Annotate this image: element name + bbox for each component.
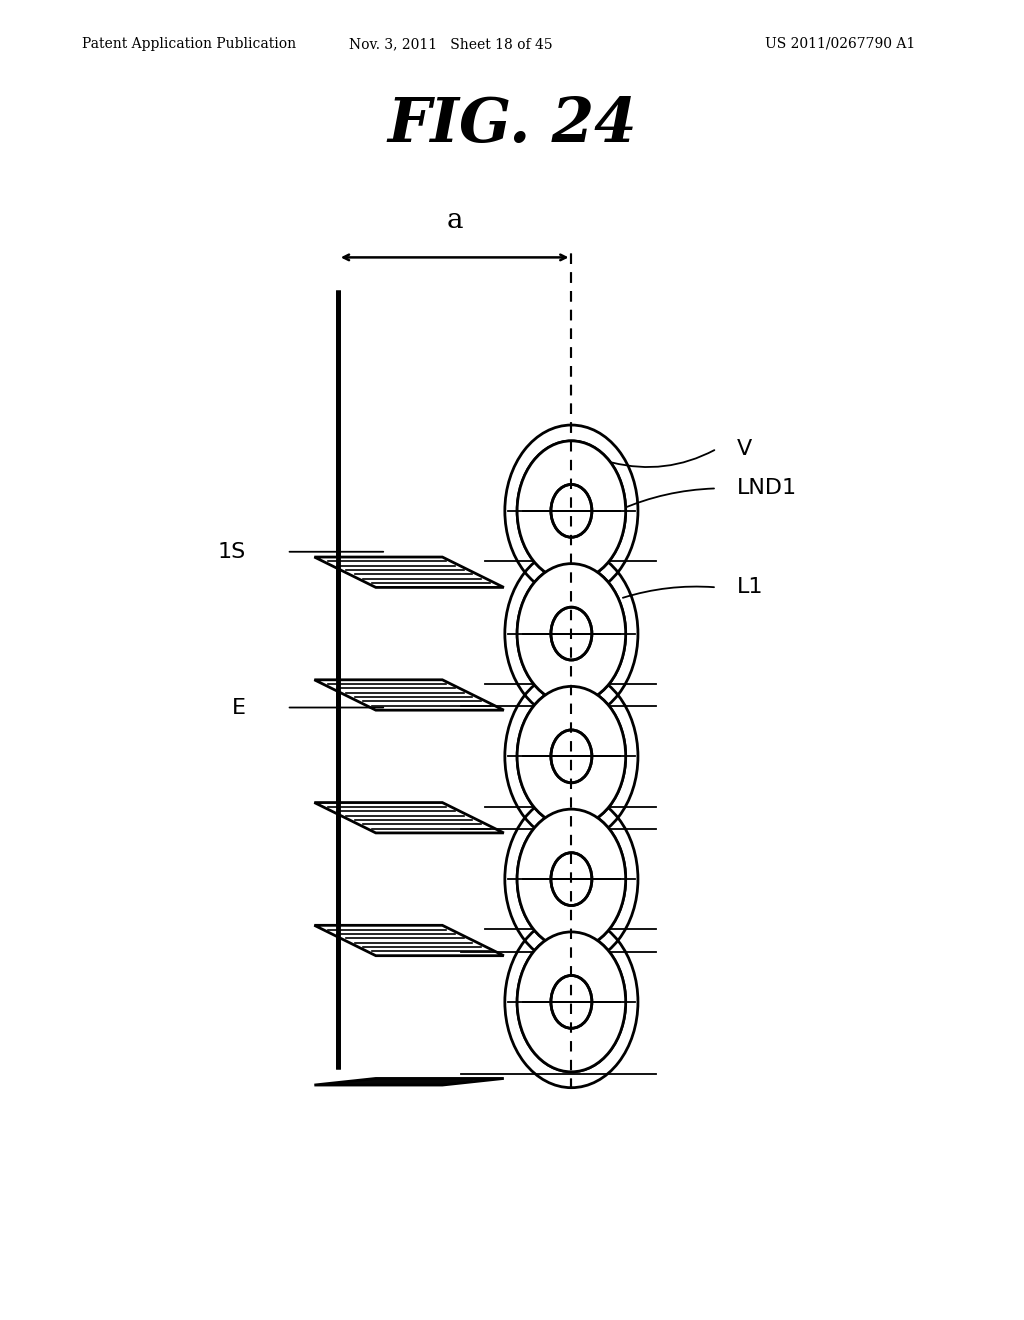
Circle shape	[517, 932, 626, 1072]
Circle shape	[517, 441, 626, 581]
Text: US 2011/0267790 A1: US 2011/0267790 A1	[765, 37, 914, 51]
Circle shape	[517, 686, 626, 826]
Circle shape	[517, 564, 626, 704]
Text: LND1: LND1	[737, 478, 798, 499]
Circle shape	[517, 564, 626, 704]
Text: E: E	[231, 697, 246, 718]
Text: 1S: 1S	[217, 541, 246, 562]
Text: FIG. 24: FIG. 24	[387, 95, 637, 156]
Text: Nov. 3, 2011   Sheet 18 of 45: Nov. 3, 2011 Sheet 18 of 45	[349, 37, 552, 51]
Circle shape	[517, 686, 626, 826]
Polygon shape	[314, 557, 504, 587]
Text: a: a	[446, 207, 463, 234]
Text: V: V	[737, 438, 753, 459]
Circle shape	[517, 809, 626, 949]
Polygon shape	[314, 803, 504, 833]
Polygon shape	[314, 1078, 504, 1085]
Circle shape	[517, 809, 626, 949]
Text: Patent Application Publication: Patent Application Publication	[82, 37, 296, 51]
Circle shape	[517, 932, 626, 1072]
Polygon shape	[314, 680, 504, 710]
Polygon shape	[314, 925, 504, 956]
Text: L1: L1	[737, 577, 764, 598]
Circle shape	[517, 441, 626, 581]
